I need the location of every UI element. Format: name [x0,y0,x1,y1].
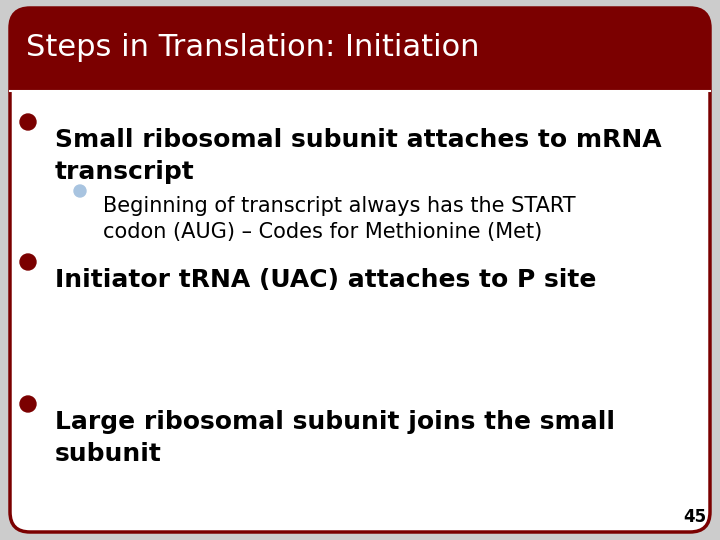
Circle shape [74,185,86,197]
Circle shape [20,254,36,270]
Text: 45: 45 [683,508,706,526]
FancyBboxPatch shape [10,8,710,90]
Bar [10,70,710,90]
Text: Initiator tRNA (UAC) attaches to P site: Initiator tRNA (UAC) attaches to P site [55,268,596,292]
Text: Steps in Translation: Initiation: Steps in Translation: Initiation [26,32,480,62]
Circle shape [20,396,36,412]
Text: Large ribosomal subunit joins the small
subunit: Large ribosomal subunit joins the small … [55,410,615,465]
Text: Small ribosomal subunit attaches to mRNA
transcript: Small ribosomal subunit attaches to mRNA… [55,128,662,184]
Circle shape [20,114,36,130]
Text: Beginning of transcript always has the START
codon (AUG) – Codes for Methionine : Beginning of transcript always has the S… [103,196,575,242]
FancyBboxPatch shape [10,8,710,532]
